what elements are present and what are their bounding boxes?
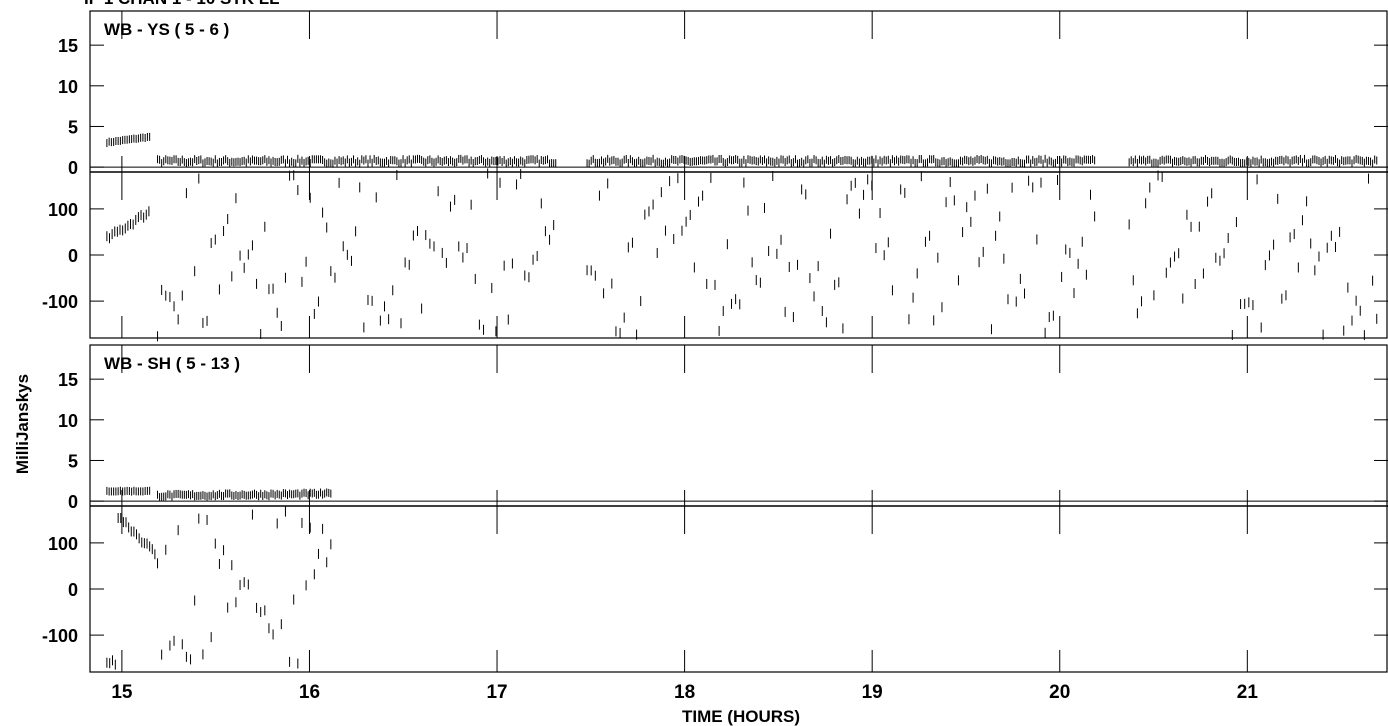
panel-1: WB - YS ( 5 - 6 ) 0 5 10 15 -100 0 100 (42, 10, 1388, 342)
panel-title: WB - SH ( 5 - 13 ) (104, 354, 240, 373)
amplitude-tick-label: 10 (58, 411, 78, 431)
x-tick-label: 16 (299, 682, 320, 703)
phase-tick-label: 100 (48, 200, 78, 220)
amplitude-tick-label: 10 (58, 77, 78, 97)
x-tick-label: 20 (1049, 682, 1070, 703)
panel-frame (89, 344, 1388, 673)
x-tick-label: 15 (111, 682, 133, 703)
panel-frame (89, 10, 1388, 339)
phase-tick-label: 0 (68, 580, 78, 600)
phase-tick-label: 0 (68, 246, 78, 266)
x-axis-label: TIME (HOURS) (682, 707, 800, 726)
x-tick-label: 21 (1237, 682, 1259, 703)
amplitude-tick-label: 15 (58, 36, 78, 56)
amplitude-tick-label: 5 (68, 451, 78, 471)
y-axis-label: MilliJanskys (13, 374, 32, 474)
phase-tick-label: -100 (42, 626, 78, 646)
panel-title: WB - YS ( 5 - 6 ) (104, 20, 229, 39)
x-tick-label: 18 (674, 682, 695, 703)
phase-tick-label: 100 (48, 534, 78, 554)
phase-tick-label: -100 (42, 292, 78, 312)
panel-2: WB - SH ( 5 - 13 ) 0 5 10 15 -100 0 100 15 16 17 18… (42, 344, 1388, 703)
x-tick-label: 17 (486, 682, 507, 703)
page-header: IF 1 CHAN 1 - 10 STK LL (84, 0, 280, 8)
amplitude-tick-label: 15 (58, 370, 78, 390)
amplitude-tick-label: 5 (68, 117, 78, 137)
amplitude-tick-label: 0 (68, 158, 78, 178)
x-tick-label: 19 (862, 682, 883, 703)
amplitude-tick-label: 0 (68, 492, 78, 512)
